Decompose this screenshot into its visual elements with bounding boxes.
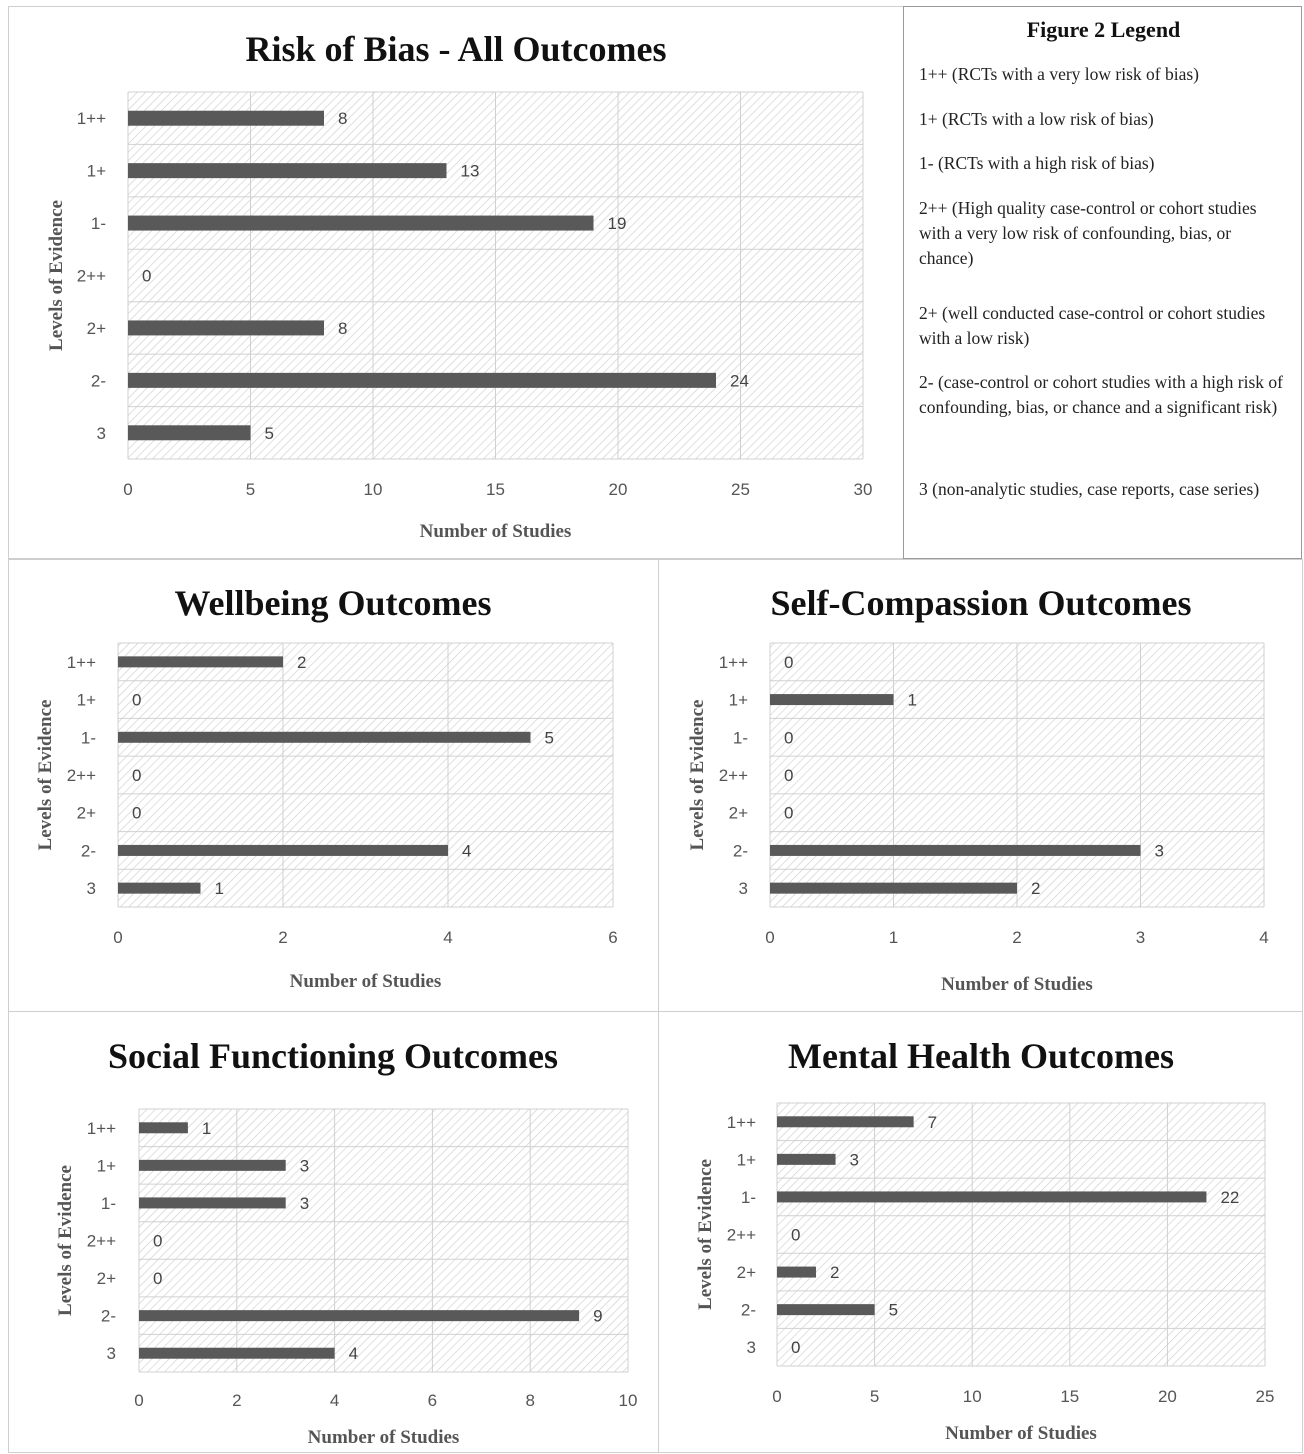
chart-frame-self-compassion bbox=[658, 559, 1303, 1012]
legend-item-1pp: 1++ (RCTs with a very low risk of bias) bbox=[919, 64, 1200, 84]
chart-frame-wellbeing bbox=[8, 559, 659, 1012]
chart-frame-mental-health bbox=[658, 1011, 1303, 1453]
legend-item-1p: 1+ (RCTs with a low risk of bias) bbox=[919, 109, 1154, 129]
chart-frame-social-functioning bbox=[8, 1011, 659, 1453]
legend-item-2p: 2+ (well conducted case-control or cohor… bbox=[919, 303, 1266, 348]
legend-panel: Figure 2 Legend 1++ (RCTs with a very lo… bbox=[903, 6, 1302, 559]
legend-item-3: 3 (non-analytic studies, case reports, c… bbox=[919, 479, 1260, 499]
legend-title: Figure 2 Legend bbox=[1026, 17, 1181, 42]
chart-frame-all-outcomes bbox=[8, 6, 904, 559]
legend-item-2m: 2- (case-control or cohort studies with … bbox=[919, 372, 1284, 417]
legend-item-2pp: 2++ (High quality case-control or cohort… bbox=[919, 198, 1257, 268]
legend-item-1m: 1- (RCTs with a high risk of bias) bbox=[919, 153, 1155, 173]
